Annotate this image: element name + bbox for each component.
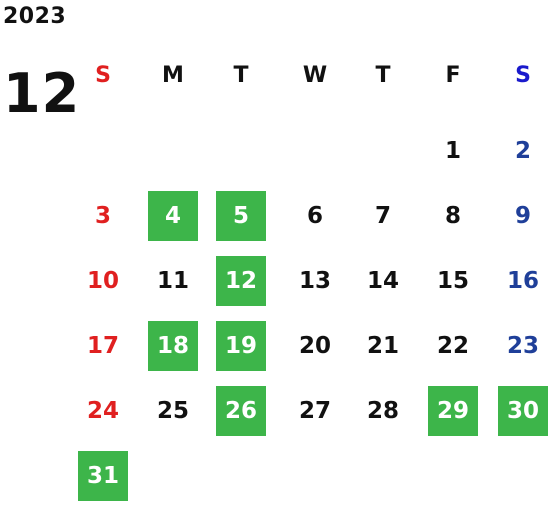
calendar-day-8[interactable]: 8 [444, 203, 461, 229]
weekday-header-friday: F [445, 62, 461, 88]
calendar-day-17[interactable]: 17 [86, 333, 119, 359]
calendar-day-20[interactable]: 20 [298, 333, 331, 359]
calendar-day-5[interactable]: 5 [216, 191, 266, 241]
weekday-header-saturday: S [515, 62, 531, 88]
calendar-day-26[interactable]: 26 [216, 386, 266, 436]
calendar-day-14[interactable]: 14 [366, 268, 399, 294]
calendar-day-21[interactable]: 21 [366, 333, 399, 359]
calendar-day-11[interactable]: 11 [156, 268, 189, 294]
calendar-grid: S M T W T F S 1 2 3 4 5 6 7 8 9 10 11 12 13 14 15 16 17 18 19 20 21… [68, 50, 548, 505]
weekday-header-thursday: T [375, 62, 391, 88]
calendar-day-3[interactable]: 3 [94, 203, 111, 229]
year-label: 2023 [3, 4, 67, 29]
calendar-day-30[interactable]: 30 [498, 386, 548, 436]
calendar-day-25[interactable]: 25 [156, 398, 189, 424]
calendar-day-27[interactable]: 27 [298, 398, 331, 424]
calendar-day-13[interactable]: 13 [298, 268, 331, 294]
calendar-day-4[interactable]: 4 [148, 191, 198, 241]
calendar-day-24[interactable]: 24 [86, 398, 119, 424]
calendar-day-6[interactable]: 6 [306, 203, 323, 229]
calendar-day-23[interactable]: 23 [506, 333, 539, 359]
calendar-day-28[interactable]: 28 [366, 398, 399, 424]
calendar-day-2[interactable]: 2 [514, 138, 531, 164]
calendar-day-19[interactable]: 19 [216, 321, 266, 371]
month-number: 12 [3, 62, 81, 125]
calendar-day-7[interactable]: 7 [374, 203, 391, 229]
calendar-day-15[interactable]: 15 [436, 268, 469, 294]
calendar-day-9[interactable]: 9 [514, 203, 531, 229]
calendar-day-16[interactable]: 16 [506, 268, 539, 294]
calendar-day-31[interactable]: 31 [78, 451, 128, 501]
calendar-day-12[interactable]: 12 [216, 256, 266, 306]
calendar-day-29[interactable]: 29 [428, 386, 478, 436]
weekday-header-wednesday: W [302, 62, 328, 88]
calendar-day-10[interactable]: 10 [86, 268, 119, 294]
calendar-day-18[interactable]: 18 [148, 321, 198, 371]
weekday-header-tuesday: T [233, 62, 249, 88]
calendar-day-1[interactable]: 1 [444, 138, 461, 164]
calendar-day-22[interactable]: 22 [436, 333, 469, 359]
weekday-header-sunday: S [95, 62, 111, 88]
weekday-header-monday: M [162, 62, 184, 88]
